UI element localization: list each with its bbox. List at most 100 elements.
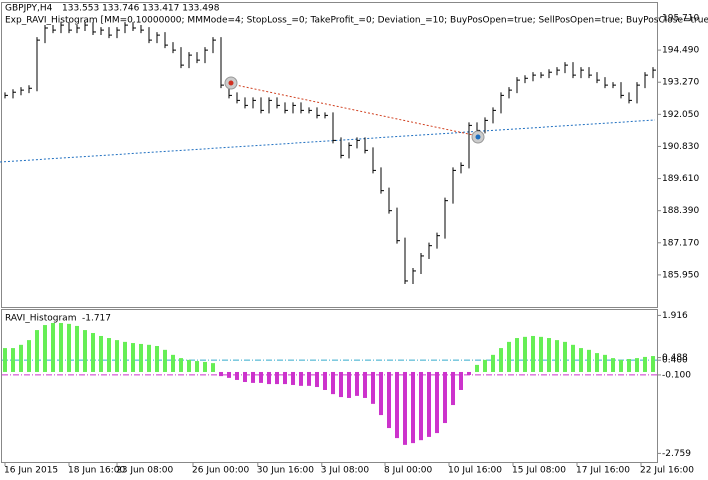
histogram-bar bbox=[491, 354, 495, 372]
indicator-title: RAVI_Histogram bbox=[5, 314, 76, 324]
histogram-bar bbox=[315, 371, 319, 388]
histogram-bar bbox=[163, 349, 167, 372]
histogram-bar bbox=[107, 338, 111, 372]
x-tick-label: 10 Jul 16:00 bbox=[448, 466, 502, 476]
histogram-bar bbox=[355, 371, 359, 396]
histogram-bar bbox=[547, 338, 551, 372]
histogram-bar bbox=[411, 371, 415, 444]
y-tick-label: 185.950 bbox=[662, 270, 699, 280]
y-tick-label: -2.759 bbox=[662, 449, 691, 459]
histogram-bar bbox=[59, 322, 63, 372]
y-tick-label: 194.490 bbox=[662, 46, 699, 56]
y-tick-label: 193.270 bbox=[662, 78, 699, 88]
histogram-bar bbox=[563, 341, 567, 372]
histogram-bar bbox=[523, 336, 527, 372]
histogram-bar bbox=[131, 343, 135, 372]
histogram-bar bbox=[115, 340, 119, 372]
histogram-bar bbox=[323, 371, 327, 390]
histogram-bar bbox=[291, 371, 295, 385]
buy-marker-dot bbox=[475, 134, 481, 140]
histogram-bar bbox=[507, 341, 511, 372]
histogram-bar bbox=[403, 371, 407, 445]
histogram-bar bbox=[347, 371, 351, 398]
quote: 133.553 133.746 133.417 133.498 bbox=[62, 4, 220, 14]
price-panel bbox=[1, 2, 658, 308]
y-tick-label: 0.400 bbox=[662, 356, 688, 366]
histogram-bar bbox=[339, 371, 343, 398]
histogram-bar bbox=[643, 356, 647, 372]
histogram-bar bbox=[83, 330, 87, 372]
histogram-bar bbox=[155, 346, 159, 372]
histogram-bar bbox=[267, 371, 271, 385]
histogram-bar bbox=[251, 371, 255, 383]
histogram-bar bbox=[635, 358, 639, 372]
histogram-bar bbox=[603, 354, 607, 372]
y-tick-label: 195.710 bbox=[662, 14, 699, 24]
histogram-bar bbox=[235, 371, 239, 380]
moving-average bbox=[0, 119, 656, 163]
histogram-bar bbox=[91, 333, 95, 372]
histogram-bar bbox=[363, 371, 367, 398]
histogram-bar bbox=[195, 361, 199, 372]
y-tick-label: 188.390 bbox=[662, 206, 699, 216]
histogram-bar bbox=[531, 335, 535, 372]
histogram-bar bbox=[539, 336, 543, 372]
histogram-bar bbox=[427, 371, 431, 437]
histogram-bar bbox=[451, 371, 455, 406]
y-tick-label: 189.610 bbox=[662, 174, 699, 184]
histogram-bar bbox=[387, 371, 391, 429]
histogram-bar bbox=[579, 348, 583, 372]
histogram-bar bbox=[139, 343, 143, 372]
histogram-bar bbox=[219, 371, 223, 377]
histogram-bar bbox=[459, 371, 463, 390]
histogram-bar bbox=[467, 371, 471, 375]
histogram-bar bbox=[123, 341, 127, 372]
histogram-bar bbox=[475, 364, 479, 372]
histogram-bar bbox=[211, 363, 215, 372]
histogram-bar bbox=[499, 348, 503, 372]
histogram-bar bbox=[483, 359, 487, 372]
histogram-bar bbox=[27, 340, 31, 372]
histogram-bar bbox=[651, 356, 655, 372]
x-tick-label: 16 Jun 2015 bbox=[4, 466, 58, 476]
x-tick-label: 23 Jun 08:00 bbox=[116, 466, 173, 476]
histogram-bar bbox=[171, 354, 175, 372]
histogram-bar bbox=[67, 323, 71, 372]
x-tick-label: 22 Jul 16:00 bbox=[640, 466, 694, 476]
x-tick-label: 26 Jun 00:00 bbox=[192, 466, 249, 476]
y-tick-label: 0.488 bbox=[662, 353, 688, 363]
y-tick-label: -0.100 bbox=[662, 370, 691, 380]
histogram-bar bbox=[11, 348, 15, 372]
expert-title: Exp_RAVI_Histogram [MM=0.10000000; MMMod… bbox=[5, 16, 708, 26]
histogram-bar bbox=[619, 359, 623, 372]
x-tick-label: 30 Jun 16:00 bbox=[257, 466, 314, 476]
x-tick-label: 15 Jul 08:00 bbox=[512, 466, 566, 476]
histogram-bar bbox=[19, 344, 23, 372]
histogram-bar bbox=[275, 371, 279, 385]
x-tick-label: 18 Jun 16:00 bbox=[68, 466, 125, 476]
sell-marker-dot bbox=[228, 80, 234, 86]
histogram-bar bbox=[419, 371, 423, 441]
y-tick-label: 1.916 bbox=[662, 311, 688, 321]
histogram-bar bbox=[283, 371, 287, 385]
histogram-bar bbox=[35, 330, 39, 372]
y-tick-label: 187.170 bbox=[662, 238, 699, 248]
histogram-bar bbox=[3, 348, 7, 372]
histogram-bar bbox=[75, 325, 79, 372]
histogram-bar bbox=[371, 371, 375, 404]
x-tick-label: 8 Jul 00:00 bbox=[384, 466, 433, 476]
histogram-bar bbox=[611, 358, 615, 372]
histogram-bar bbox=[331, 371, 335, 395]
histogram-bar bbox=[515, 338, 519, 372]
indicator-panel bbox=[1, 309, 658, 463]
histogram-bar bbox=[595, 353, 599, 372]
histogram-bar bbox=[443, 371, 447, 424]
histogram-bar bbox=[587, 349, 591, 372]
histogram-bar bbox=[259, 371, 263, 383]
histogram-bar bbox=[187, 359, 191, 372]
histogram-bar bbox=[627, 358, 631, 372]
y-tick-label: 192.050 bbox=[662, 110, 699, 120]
histogram-bar bbox=[51, 322, 55, 372]
